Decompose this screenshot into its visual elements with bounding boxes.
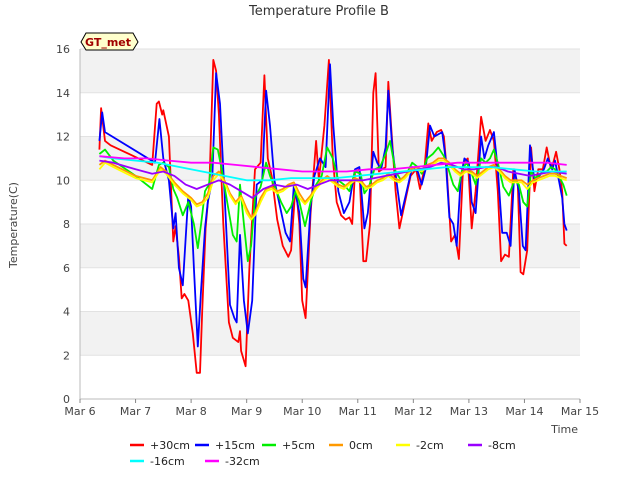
legend-label: -8cm: [488, 439, 516, 452]
x-tick-label: Mar 14: [505, 405, 543, 418]
legend: +30cm +15cm +5cm 0cm -2cm -8cm -16cm -32cm: [130, 439, 516, 468]
x-tick-label: Mar 9: [231, 405, 262, 418]
legend-label: +15cm: [215, 439, 255, 452]
y-tick-label: 10: [56, 174, 70, 187]
y-tick-label: 12: [56, 131, 70, 144]
y-tick-label: 8: [63, 218, 70, 231]
site-badge-label: GT_met: [85, 36, 131, 49]
site-badge: GT_met: [80, 32, 139, 51]
y-axis-label: Temperature(C): [7, 182, 20, 269]
legend-label: -16cm: [150, 455, 185, 468]
legend-label: -2cm: [416, 439, 444, 452]
y-tick-labels: 0 2 4 6 8 10 12 14 16: [56, 43, 70, 406]
site-badge-shape: [80, 32, 139, 51]
x-tick-label: Mar 6: [64, 405, 95, 418]
series-line: [98, 63, 568, 348]
grid-band: [80, 311, 580, 356]
series-lines: [98, 59, 568, 374]
series-line: [99, 155, 567, 173]
x-tick-label: Mar 12: [394, 405, 432, 418]
x-axis-label: Time: [550, 423, 578, 436]
y-tick-label: 6: [63, 262, 70, 275]
chart-title: Temperature Profile B: [248, 4, 389, 19]
x-tick-label: Mar 8: [175, 405, 206, 418]
y-tick-label: 2: [63, 349, 70, 362]
series-line: [98, 59, 568, 374]
y-tick-label: 16: [56, 43, 70, 56]
x-tick-label: Mar 7: [120, 405, 151, 418]
legend-label: -32cm: [225, 455, 260, 468]
x-tick-label: Mar 10: [283, 405, 321, 418]
gridlines: [80, 48, 580, 400]
axes: [79, 49, 580, 400]
x-tick-label: Mar 13: [450, 405, 488, 418]
series-line: [99, 155, 567, 182]
legend-label: +5cm: [282, 439, 315, 452]
x-tick-labels: Mar 6 Mar 7 Mar 8 Mar 9 Mar 10 Mar 11 Mar 12 Ma…: [64, 399, 599, 418]
legend-label: 0cm: [349, 439, 373, 452]
x-tick-label: Mar 15: [561, 405, 599, 418]
grid-band: [80, 224, 580, 268]
x-tick-label: Mar 11: [339, 405, 377, 418]
legend-label: +30cm: [150, 439, 190, 452]
y-tick-label: 4: [63, 306, 70, 319]
y-tick-label: 14: [56, 87, 70, 100]
y-tick-label: 0: [63, 393, 70, 406]
